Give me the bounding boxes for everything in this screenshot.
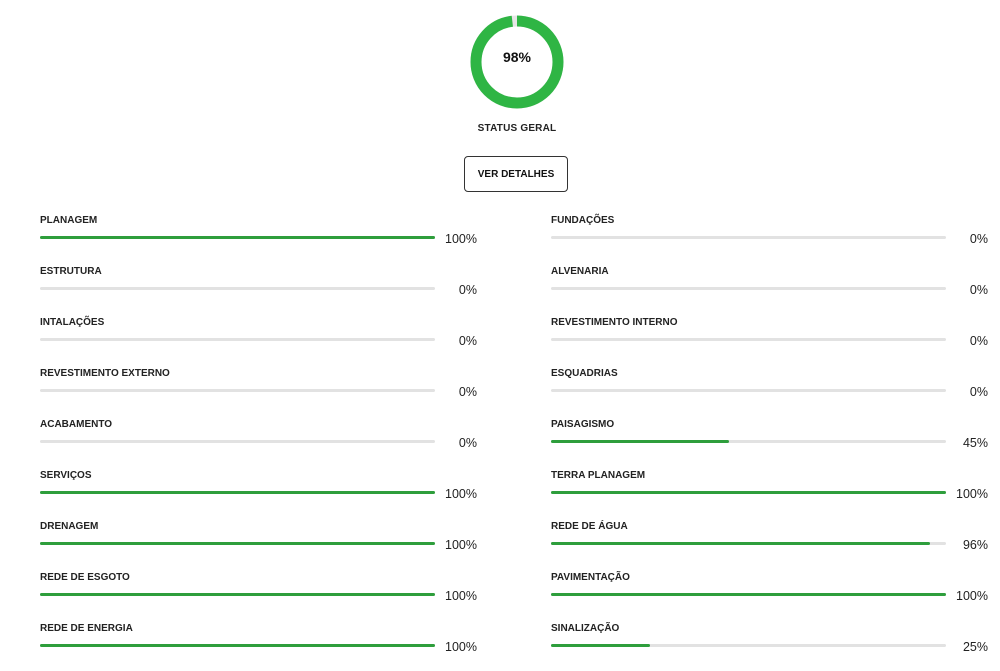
progress-percent: 25% [963, 640, 988, 654]
progress-track [40, 491, 435, 494]
progress-item: REDE DE ENERGIA 100% [40, 620, 480, 671]
progress-percent: 0% [459, 334, 477, 348]
progress-percent: 0% [970, 334, 988, 348]
progress-item-label: ACABAMENTO [40, 419, 112, 430]
progress-percent: 100% [445, 538, 477, 552]
progress-item-label: TERRA PLANAGEM [551, 470, 645, 481]
progress-fill [551, 542, 930, 545]
progress-item: SERVIÇOS 100% [40, 467, 480, 518]
progress-percent: 45% [963, 436, 988, 450]
progress-percent: 100% [445, 232, 477, 246]
progress-track [551, 644, 946, 647]
progress-list-left: PLANAGEM 100% ESTRUTURA 0% INTALAÇÕES 0% REVES… [40, 212, 480, 671]
progress-fill [40, 236, 435, 239]
progress-item-label: REVESTIMENTO INTERNO [551, 317, 678, 328]
progress-item: PLANAGEM 100% [40, 212, 480, 263]
progress-fill [551, 593, 946, 596]
progress-item: PAISAGISMO 45% [551, 416, 991, 467]
progress-item: INTALAÇÕES 0% [40, 314, 480, 365]
progress-item: REVESTIMENTO INTERNO 0% [551, 314, 991, 365]
progress-percent: 100% [445, 640, 477, 654]
progress-item: FUNDAÇÕES 0% [551, 212, 991, 263]
view-details-button[interactable]: VER DETALHES [464, 156, 568, 192]
progress-percent: 0% [459, 385, 477, 399]
progress-item: DRENAGEM 100% [40, 518, 480, 569]
progress-item-label: REDE DE ENERGIA [40, 623, 133, 634]
progress-fill [40, 491, 435, 494]
progress-item-label: SERVIÇOS [40, 470, 92, 481]
progress-track [551, 236, 946, 239]
progress-item: PAVIMENTAÇÃO 100% [551, 569, 991, 620]
progress-fill [551, 491, 946, 494]
progress-item: SINALIZAÇÃO 25% [551, 620, 991, 671]
progress-fill [40, 542, 435, 545]
progress-track [551, 338, 946, 341]
progress-percent: 100% [445, 487, 477, 501]
progress-item: REDE DE ESGOTO 100% [40, 569, 480, 620]
progress-track [551, 287, 946, 290]
progress-item: REVESTIMENTO EXTERNO 0% [40, 365, 480, 416]
progress-track [40, 338, 435, 341]
progress-item: ACABAMENTO 0% [40, 416, 480, 467]
progress-item: TERRA PLANAGEM 100% [551, 467, 991, 518]
progress-item-label: PAVIMENTAÇÃO [551, 572, 630, 583]
progress-item-label: PLANAGEM [40, 215, 97, 226]
progress-item-label: ESTRUTURA [40, 266, 102, 277]
progress-percent: 0% [459, 283, 477, 297]
progress-track [40, 593, 435, 596]
progress-percent: 0% [459, 436, 477, 450]
progress-fill [40, 644, 435, 647]
progress-item-label: REVESTIMENTO EXTERNO [40, 368, 170, 379]
progress-percent: 100% [445, 589, 477, 603]
progress-fill [551, 644, 650, 647]
progress-track [40, 287, 435, 290]
progress-track [551, 491, 946, 494]
progress-item-label: SINALIZAÇÃO [551, 623, 619, 634]
progress-item: ESTRUTURA 0% [40, 263, 480, 314]
progress-list-right: FUNDAÇÕES 0% ALVENARIA 0% REVESTIMENTO INTER… [551, 212, 991, 671]
progress-item-label: ALVENARIA [551, 266, 609, 277]
progress-track [40, 542, 435, 545]
progress-item: REDE DE ÁGUA 96% [551, 518, 991, 569]
progress-track [40, 440, 435, 443]
progress-track [551, 593, 946, 596]
progress-track [40, 236, 435, 239]
progress-track [551, 389, 946, 392]
progress-percent: 0% [970, 385, 988, 399]
progress-fill [40, 593, 435, 596]
progress-item-label: FUNDAÇÕES [551, 215, 614, 226]
progress-item-label: REDE DE ESGOTO [40, 572, 130, 583]
status-percent: 98% [469, 49, 565, 65]
progress-item-label: ESQUADRIAS [551, 368, 618, 379]
progress-item-label: PAISAGISMO [551, 419, 614, 430]
progress-item: ALVENARIA 0% [551, 263, 991, 314]
progress-track [551, 440, 946, 443]
progress-item-label: INTALAÇÕES [40, 317, 104, 328]
progress-percent: 0% [970, 283, 988, 297]
progress-fill [551, 440, 729, 443]
progress-percent: 96% [963, 538, 988, 552]
progress-percent: 100% [956, 589, 988, 603]
status-summary: 98% STATUS GERAL [0, 0, 1000, 150]
progress-track [551, 542, 946, 545]
status-label: STATUS GERAL [0, 123, 1000, 134]
progress-percent: 0% [970, 232, 988, 246]
progress-track [40, 389, 435, 392]
progress-item-label: DRENAGEM [40, 521, 98, 532]
progress-percent: 100% [956, 487, 988, 501]
progress-track [40, 644, 435, 647]
progress-item: ESQUADRIAS 0% [551, 365, 991, 416]
progress-item-label: REDE DE ÁGUA [551, 521, 628, 532]
